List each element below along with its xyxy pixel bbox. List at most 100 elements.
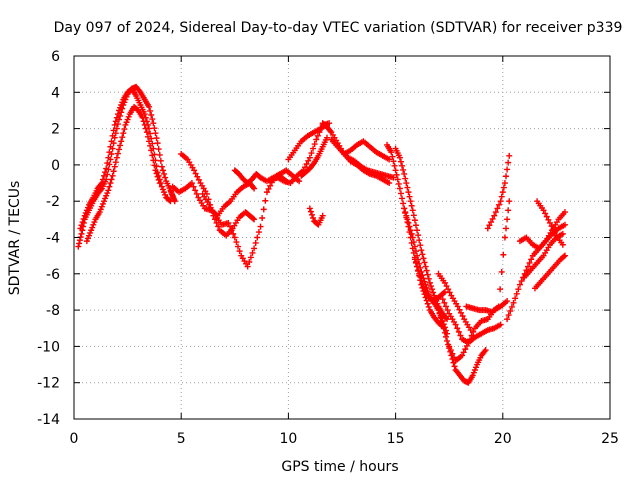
data-point — [247, 254, 254, 261]
data-point — [158, 183, 165, 190]
data-point — [249, 249, 256, 256]
data-point — [98, 180, 105, 187]
y-tick-label: -14 — [37, 412, 60, 428]
data-point — [559, 241, 566, 248]
data-point — [414, 252, 421, 259]
data-point — [424, 300, 431, 307]
data-point — [103, 192, 110, 199]
data-point — [323, 134, 330, 141]
data-point — [409, 234, 416, 241]
data-point — [417, 273, 424, 280]
data-point — [515, 286, 522, 293]
data-point — [390, 174, 397, 181]
data-point — [308, 150, 315, 157]
data-point — [504, 298, 511, 305]
data-point — [442, 333, 449, 340]
data-point — [528, 256, 535, 263]
data-point — [251, 185, 258, 192]
series-arc-13 — [328, 136, 393, 163]
data-point — [86, 232, 93, 239]
data-point — [190, 183, 197, 190]
data-point — [399, 162, 406, 169]
data-point — [501, 234, 508, 241]
series-arc-5 — [178, 151, 258, 239]
data-point — [231, 234, 238, 241]
series-arc-3 — [83, 103, 163, 245]
data-point — [457, 332, 464, 339]
data-point — [454, 325, 461, 332]
data-point — [230, 230, 237, 237]
data-point — [390, 158, 397, 165]
data-point — [411, 256, 418, 263]
data-point — [425, 303, 432, 310]
y-tick-label: 2 — [51, 122, 60, 138]
data-point — [250, 215, 257, 222]
data-point — [154, 173, 161, 180]
data-point — [412, 222, 419, 229]
data-point — [263, 189, 270, 196]
x-tick-label: 20 — [494, 431, 512, 447]
data-point — [454, 303, 461, 310]
data-point — [411, 217, 418, 224]
data-point — [158, 163, 165, 170]
data-point — [84, 235, 91, 242]
data-point — [420, 255, 427, 262]
data-point — [410, 239, 417, 246]
data-point — [439, 296, 446, 303]
data-point — [491, 212, 498, 219]
data-point — [91, 219, 98, 226]
data-point — [152, 130, 159, 137]
data-point — [546, 219, 553, 226]
data-point — [447, 347, 454, 354]
data-point — [296, 178, 303, 185]
data-point — [559, 230, 566, 237]
data-point — [81, 212, 88, 219]
y-tick-label: 6 — [51, 49, 60, 65]
data-point — [306, 154, 313, 161]
data-point — [503, 173, 510, 180]
data-point — [188, 180, 195, 187]
data-point — [156, 180, 163, 187]
y-tick-label: -8 — [46, 303, 60, 319]
data-point — [151, 125, 158, 132]
data-point — [148, 147, 155, 154]
x-axis-ticks: 0 5 10 15 20 25 — [70, 56, 619, 447]
data-point — [505, 312, 512, 319]
data-point — [473, 364, 479, 371]
data-point — [192, 170, 199, 177]
data-point — [82, 209, 89, 216]
data-point — [506, 152, 513, 159]
data-point — [455, 328, 462, 335]
data-point — [401, 170, 408, 177]
data-point — [308, 211, 315, 218]
grid — [74, 56, 610, 419]
data-point — [392, 167, 399, 174]
data-point — [408, 230, 415, 237]
data-point — [397, 190, 404, 197]
data-point — [254, 234, 261, 241]
data-point — [423, 297, 430, 304]
data-point — [233, 239, 240, 246]
data-point — [545, 216, 552, 223]
data-point — [105, 187, 112, 194]
data-point — [122, 121, 129, 128]
chart-title: Day 097 of 2024, Sidereal Day-to-day VTE… — [54, 20, 623, 36]
data-point — [403, 180, 410, 187]
data-point — [482, 347, 489, 354]
data-point — [561, 209, 568, 216]
data-point — [412, 248, 419, 255]
data-point — [430, 289, 437, 296]
data-point — [110, 127, 117, 134]
data-point — [121, 126, 128, 133]
data-point — [251, 216, 258, 223]
data-point — [426, 279, 433, 286]
data-point — [469, 372, 476, 379]
data-point — [470, 328, 477, 335]
data-point — [166, 197, 173, 204]
x-tick-label: 5 — [177, 431, 186, 447]
series-arc-1 — [75, 83, 178, 250]
series-arc-28 — [531, 252, 568, 292]
data-point — [153, 170, 160, 177]
data-point — [306, 205, 313, 212]
data-point — [87, 229, 94, 236]
